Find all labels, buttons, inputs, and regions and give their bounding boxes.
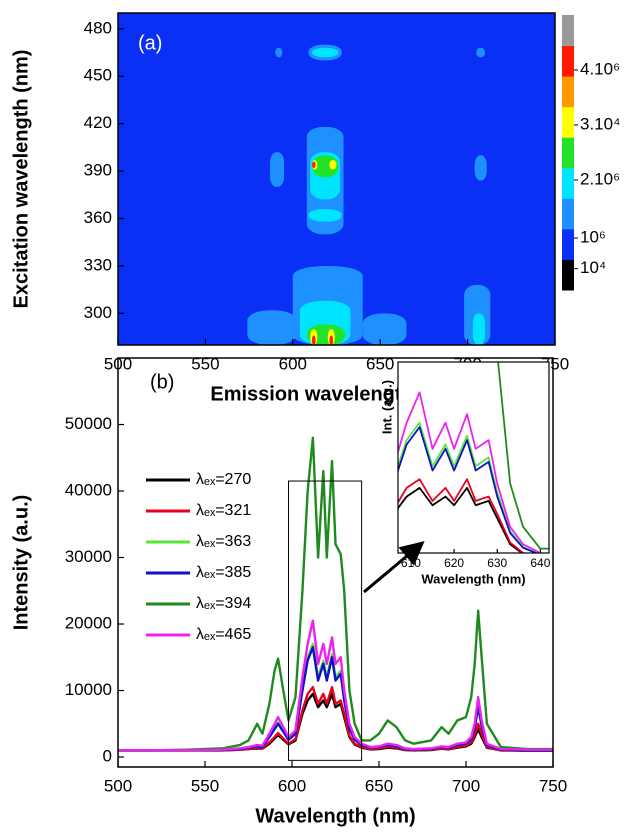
contour-spot xyxy=(312,335,316,345)
inset-frame xyxy=(397,361,550,554)
y-tick-label: 480 xyxy=(84,18,112,37)
x-tick-label: 620 xyxy=(444,556,464,570)
y-axis-label: Intensity (a.u.) xyxy=(10,495,32,631)
y-tick-label: 390 xyxy=(84,161,112,180)
plot-frame xyxy=(117,357,554,768)
x-tick-label: 600 xyxy=(278,776,306,795)
inset-lines xyxy=(398,362,549,553)
legend-label: λₑₓ=363 xyxy=(196,533,251,550)
x-axis-label: Wavelength (nm) xyxy=(255,805,415,827)
y-tick-label: 50000 xyxy=(65,414,112,433)
chart-b: λₑₓ=270 λₑₓ=321 λₑₓ=363 λₑₓ=385 λₑₓ=394 λₑₓ=4… xyxy=(10,357,567,827)
legend-label: λₑₓ=385 xyxy=(196,564,251,581)
series-line xyxy=(398,478,527,553)
series-line xyxy=(398,426,539,553)
contour-spot xyxy=(247,310,297,345)
inset-y-label: Int. (a.u.) xyxy=(379,380,394,434)
colorbar-band xyxy=(562,228,574,260)
y-tick-label: 30000 xyxy=(65,547,112,566)
legend-label: λₑₓ=321 xyxy=(196,502,251,519)
zoom-box xyxy=(288,480,363,761)
series-line xyxy=(118,619,553,752)
legend-label: λₑₓ=270 xyxy=(196,471,251,488)
contour-spot xyxy=(329,160,337,170)
series-line xyxy=(118,436,553,752)
legend-label: λₑₓ=394 xyxy=(196,595,251,612)
contour-spot xyxy=(312,47,339,58)
y-tick-label: 450 xyxy=(84,66,112,85)
y-tick-label: 300 xyxy=(84,303,112,322)
axes: 500 550 600 650 700 750 0 10000 20000 30000 40000 5… xyxy=(10,357,567,827)
x-tick-label: 630 xyxy=(487,556,507,570)
y-tick-label: 20000 xyxy=(65,614,112,633)
colorbar-label: 3.10⁴ xyxy=(580,114,620,133)
contour-spot xyxy=(308,209,342,222)
colorbar-band xyxy=(562,167,574,199)
colorbar-band xyxy=(562,106,574,138)
y-tick-label: 420 xyxy=(84,113,112,132)
colorbar-band xyxy=(562,137,574,169)
y-tick-label: 10000 xyxy=(65,680,112,699)
x-tick-label: 700 xyxy=(452,776,480,795)
zoom-arrow xyxy=(363,541,425,594)
colorbar-label: 10⁶ xyxy=(580,228,606,247)
y-tick-label: 40000 xyxy=(65,480,112,499)
contour-spot xyxy=(275,47,283,58)
panel-label: (a) xyxy=(138,32,162,54)
contour-spot xyxy=(472,313,486,345)
x-tick-label: 640 xyxy=(530,556,550,570)
colorbar-band xyxy=(562,259,574,291)
legend-label: λₑₓ=465 xyxy=(196,626,251,643)
contour-spot xyxy=(270,152,285,187)
series-line xyxy=(398,421,539,553)
y-tick-label: 330 xyxy=(84,255,112,274)
inset-x-label: Wavelength (nm) xyxy=(421,571,525,586)
plot-frame xyxy=(117,12,556,346)
colorbar-band xyxy=(562,198,574,230)
colorbar-band xyxy=(562,45,574,77)
x-tick-label: 650 xyxy=(366,354,394,373)
series-line xyxy=(398,486,524,553)
contour-spot xyxy=(362,313,407,345)
x-tick-label: 600 xyxy=(279,354,307,373)
y-tick-label: 0 xyxy=(103,747,112,766)
colorbar-label: 2.10⁶ xyxy=(580,169,620,188)
colorbar-band xyxy=(562,76,574,108)
contour-spots xyxy=(247,44,491,345)
series-line xyxy=(398,391,545,553)
contour-spot xyxy=(476,47,486,58)
x-tick-label: 550 xyxy=(191,354,219,373)
contour-spot xyxy=(312,161,316,168)
x-tick-label: 650 xyxy=(365,776,393,795)
x-tick-label: 750 xyxy=(539,776,567,795)
x-tick-label: 550 xyxy=(191,776,219,795)
contour-spot xyxy=(474,155,487,181)
colorbar-label: 4.10⁶ xyxy=(580,59,620,78)
colorbar-label: 10⁴ xyxy=(580,258,606,277)
panel-label: (b) xyxy=(150,371,174,393)
x-tick-label: 500 xyxy=(104,776,132,795)
chart-a: 10⁴10⁶2.10⁶3.10⁴4.10⁶(a)5005506006507007… xyxy=(10,12,620,405)
lines xyxy=(118,436,553,752)
y-tick-label: 360 xyxy=(84,208,112,227)
series-line xyxy=(118,685,553,752)
contour-spot xyxy=(329,335,334,345)
colorbar-band xyxy=(562,15,574,47)
y-axis-label: Excitation wavelength (nm) xyxy=(10,50,32,309)
